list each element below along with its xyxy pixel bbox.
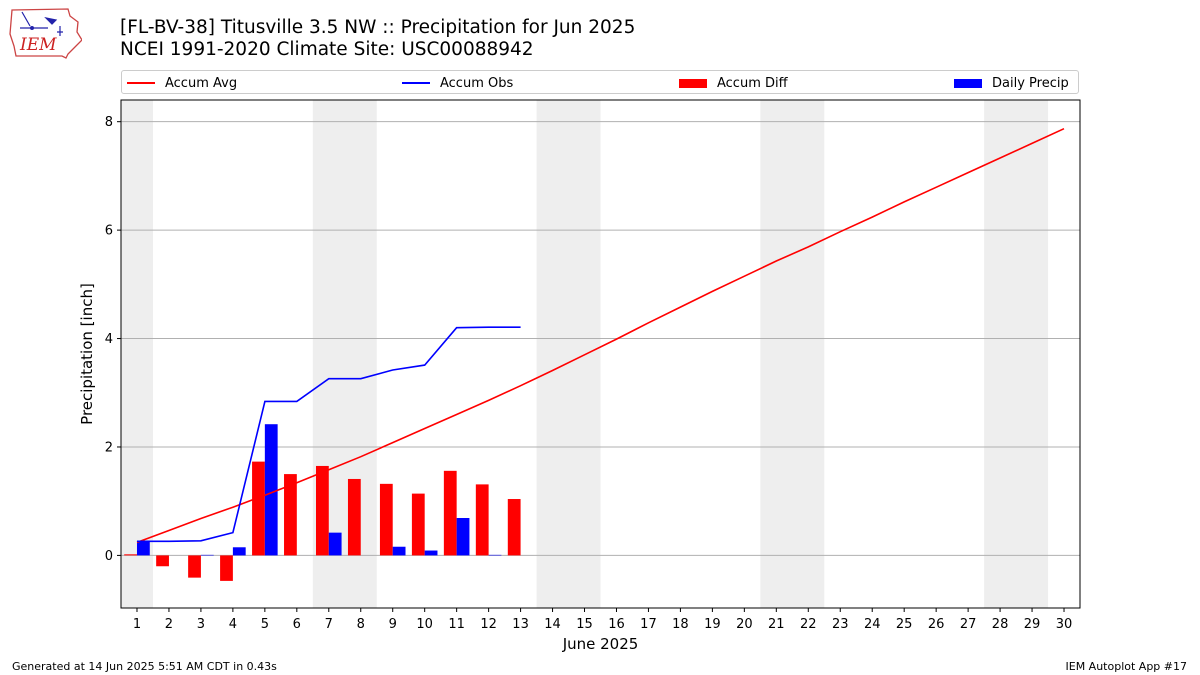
xtick-label-10: 10 xyxy=(416,617,433,632)
logo-text: IEM xyxy=(19,35,57,55)
legend-label-accum-obs: Accum Obs xyxy=(440,75,514,91)
bar-daily-precip-day-10 xyxy=(424,550,438,556)
xtick-label-3: 3 xyxy=(197,617,205,632)
footer-generated: Generated at 14 Jun 2025 5:51 AM CDT in … xyxy=(12,660,277,673)
xtick-label-13: 13 xyxy=(512,617,529,632)
bar-accum-diff-day-5 xyxy=(252,461,265,556)
title-line-2: NCEI 1991-2020 Climate Site: USC00088942 xyxy=(120,39,534,60)
iowa-outline xyxy=(9,8,82,59)
xtick-label-12: 12 xyxy=(480,617,497,632)
xtick-label-2: 2 xyxy=(165,617,173,632)
bar-accum-diff-day-3 xyxy=(188,555,201,578)
xtick-label-20: 20 xyxy=(736,617,753,632)
footer-app: IEM Autoplot App #17 xyxy=(1065,660,1188,673)
legend-item-accum-obs: Accum Obs xyxy=(402,74,513,92)
xtick-label-26: 26 xyxy=(928,617,945,632)
y-axis-label: Precipitation [inch] xyxy=(78,283,96,425)
xtick-label-6: 6 xyxy=(293,617,301,632)
xtick-label-27: 27 xyxy=(960,617,977,632)
legend-item-daily-precip: Daily Precip xyxy=(954,74,1069,92)
xtick-label-14: 14 xyxy=(544,617,561,632)
legend-item-accum-avg: Accum Avg xyxy=(127,74,237,92)
bar-daily-precip-day-9 xyxy=(392,546,406,556)
chart-title: [FL-BV-38] Titusville 3.5 NW :: Precipit… xyxy=(120,17,635,61)
ytick-label-0: 0 xyxy=(105,549,113,564)
bar-daily-precip-day-1 xyxy=(136,541,150,556)
bar-accum-diff-day-7 xyxy=(315,465,329,556)
bar-daily-precip-day-7 xyxy=(328,532,342,556)
ytick-label-8: 8 xyxy=(105,115,113,130)
legend-item-accum-diff: Accum Diff xyxy=(679,74,788,92)
bar-accum-diff-day-8 xyxy=(347,478,361,556)
ytick-label-2: 2 xyxy=(105,440,113,455)
bar-accum-diff-day-4 xyxy=(220,555,233,581)
legend-swatch-accum-diff xyxy=(679,78,707,88)
xtick-label-9: 9 xyxy=(389,617,397,632)
legend-swatch-accum-avg xyxy=(127,82,155,84)
xtick-label-4: 4 xyxy=(229,617,237,632)
legend-label-accum-diff: Accum Diff xyxy=(717,75,788,91)
xtick-label-1: 1 xyxy=(133,617,141,632)
ytick-label-4: 4 xyxy=(105,332,113,347)
weekend-shade-5 xyxy=(984,100,1049,608)
legend-label-accum-avg: Accum Avg xyxy=(165,75,238,91)
xtick-label-7: 7 xyxy=(325,617,333,632)
title-line-1: [FL-BV-38] Titusville 3.5 NW :: Precipit… xyxy=(120,17,636,38)
plot-frame xyxy=(120,99,1081,609)
iem-logo: IEM xyxy=(9,8,82,59)
bar-accum-diff-day-6 xyxy=(284,474,297,556)
x-axis-label: June 2025 xyxy=(562,635,639,653)
legend-swatch-daily-precip xyxy=(954,78,982,88)
bar-daily-precip-day-3 xyxy=(200,554,214,556)
xtick-label-29: 29 xyxy=(1024,617,1041,632)
xtick-label-8: 8 xyxy=(357,617,365,632)
xtick-label-5: 5 xyxy=(261,617,269,632)
bar-daily-precip-day-11 xyxy=(456,518,470,556)
weekend-shade-4 xyxy=(760,100,825,608)
legend: Accum Avg Accum Obs Accum Diff Daily Pre… xyxy=(121,70,1079,94)
xtick-label-18: 18 xyxy=(672,617,689,632)
xtick-label-15: 15 xyxy=(576,617,593,632)
line-accum-avg xyxy=(136,127,1065,544)
station-dot xyxy=(30,26,34,30)
bar-accum-diff-day-11 xyxy=(443,470,457,556)
xtick-label-21: 21 xyxy=(768,617,785,632)
xtick-label-23: 23 xyxy=(832,617,849,632)
weekend-shade-1 xyxy=(121,100,153,608)
xtick-label-25: 25 xyxy=(896,617,913,632)
bar-accum-diff-day-9 xyxy=(379,483,393,556)
bar-daily-precip-day-12 xyxy=(488,554,502,556)
xtick-label-22: 22 xyxy=(800,617,817,632)
bar-daily-precip-day-5 xyxy=(264,424,278,556)
xtick-label-24: 24 xyxy=(864,617,881,632)
legend-label-daily-precip: Daily Precip xyxy=(992,75,1069,91)
weekend-shade-3 xyxy=(536,100,601,608)
xtick-label-16: 16 xyxy=(608,617,625,632)
xtick-label-28: 28 xyxy=(992,617,1009,632)
bar-accum-diff-day-1 xyxy=(124,554,137,556)
xtick-label-11: 11 xyxy=(448,617,465,632)
line-accum-obs xyxy=(137,326,521,543)
ytick-label-6: 6 xyxy=(105,224,113,239)
bar-accum-diff-day-12 xyxy=(475,484,489,556)
bar-accum-diff-day-10 xyxy=(411,493,425,556)
xtick-label-30: 30 xyxy=(1056,617,1073,632)
xtick-label-19: 19 xyxy=(704,617,721,632)
legend-swatch-accum-obs xyxy=(402,82,430,84)
bar-accum-diff-day-13 xyxy=(507,499,521,556)
xtick-label-17: 17 xyxy=(640,617,657,632)
bar-daily-precip-day-4 xyxy=(232,547,246,556)
bar-accum-diff-day-2 xyxy=(156,555,169,567)
